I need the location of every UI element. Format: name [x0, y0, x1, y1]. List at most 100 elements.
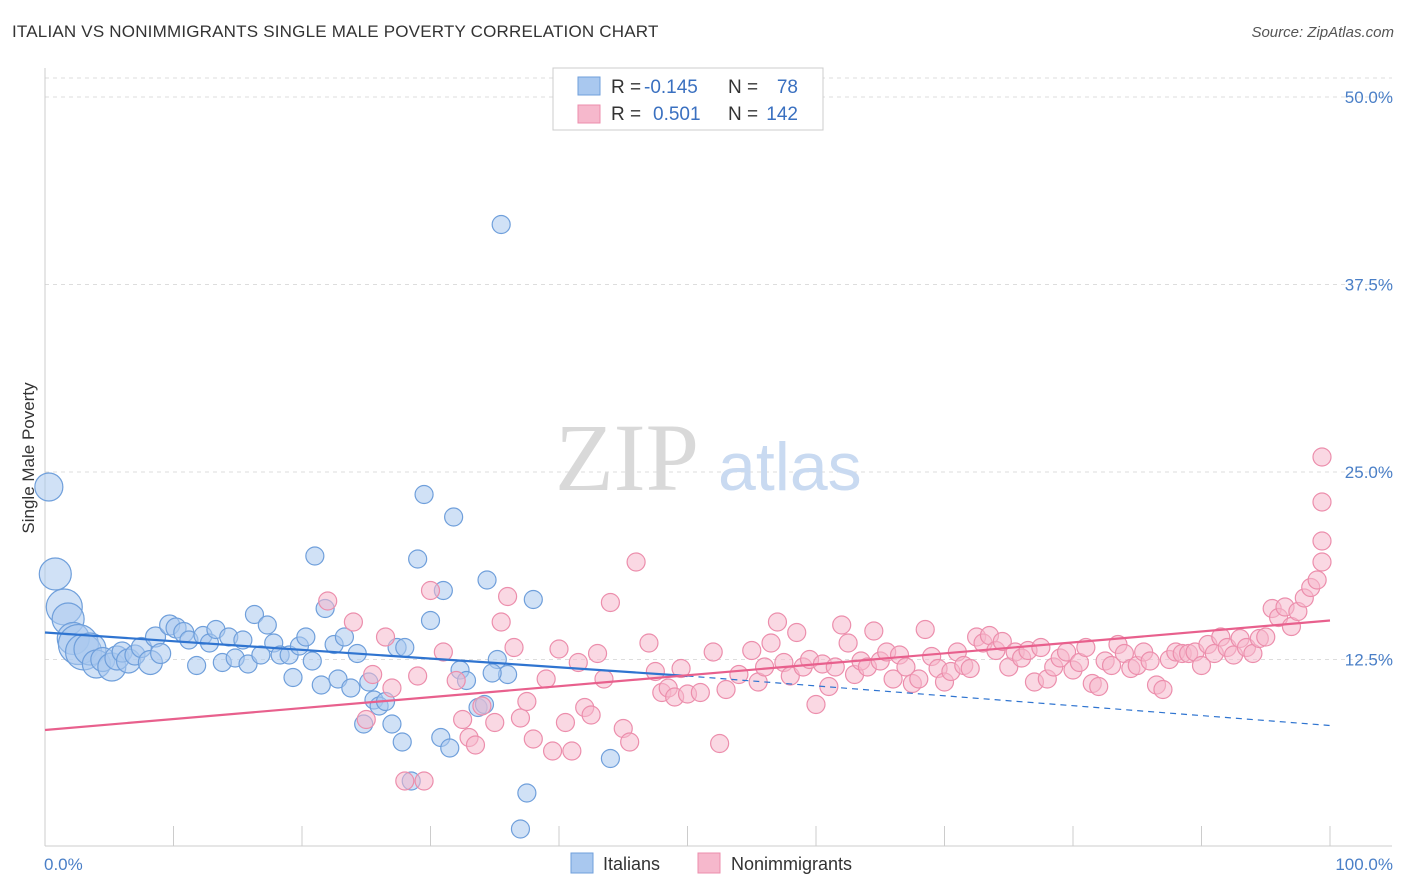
- point-nonimmigrants-1: [343, 612, 363, 632]
- point-italians-57: [392, 732, 412, 752]
- point-nonimmigrants-59: [806, 694, 826, 715]
- point-nonimmigrants-5: [382, 678, 402, 698]
- legend-n-value: 142: [766, 104, 798, 125]
- watermark-atlas: atlas: [718, 429, 862, 505]
- point-nonimmigrants-64: [838, 633, 858, 653]
- point-nonimmigrants-19: [504, 637, 524, 658]
- point-nonimmigrants-137: [1307, 570, 1327, 590]
- point-nonimmigrants-73: [896, 657, 916, 677]
- point-nonimmigrants-83: [960, 658, 980, 679]
- bottom-legend-swatch-italians: [570, 852, 594, 874]
- point-italians-70: [491, 214, 511, 235]
- legend-r-value: 0.501: [653, 104, 701, 125]
- point-nonimmigrants-31: [587, 643, 608, 664]
- point-italians-72: [477, 570, 497, 590]
- point-nonimmigrants-119: [1191, 655, 1212, 676]
- point-nonimmigrants-9: [420, 580, 441, 601]
- point-nonimmigrants-113: [1153, 679, 1173, 700]
- point-italians-40: [296, 627, 316, 647]
- point-nonimmigrants-25: [549, 639, 569, 659]
- point-italians-55: [382, 714, 402, 734]
- point-italians-47: [334, 627, 355, 647]
- point-nonimmigrants-37: [639, 633, 659, 653]
- legend-n-label: N =: [728, 104, 758, 125]
- point-italians-41: [302, 651, 322, 671]
- point-nonimmigrants-15: [472, 696, 492, 716]
- point-nonimmigrants-6: [395, 771, 415, 791]
- point-nonimmigrants-30: [581, 705, 601, 725]
- point-nonimmigrants-44: [690, 682, 710, 703]
- point-italians-60: [414, 484, 434, 505]
- tick-labels: 12.5% 25.0% 37.5% 50.0% 0.0% 100.0%: [44, 88, 1393, 874]
- point-nonimmigrants-42: [671, 658, 691, 679]
- point-italians-77: [395, 637, 415, 658]
- point-nonimmigrants-12: [453, 709, 473, 730]
- point-nonimmigrants-10: [433, 642, 453, 662]
- x-tick-label-0: 0.0%: [44, 855, 83, 874]
- bottom-legend-nonimmigrants: Nonimmigrants: [731, 854, 852, 874]
- x-tick-label-1: 100.0%: [1335, 855, 1393, 874]
- point-nonimmigrants-28: [568, 652, 588, 673]
- point-nonimmigrants-18: [498, 586, 518, 607]
- y-tick-label-0: 12.5%: [1345, 651, 1393, 670]
- point-nonimmigrants-49: [742, 640, 762, 661]
- point-nonimmigrants-33: [600, 592, 621, 613]
- chart-source: Source: ZipAtlas.com: [1251, 24, 1394, 41]
- point-nonimmigrants-138: [1312, 552, 1332, 572]
- trend-lines: [44, 619, 1331, 732]
- series-italians-points: [34, 214, 621, 839]
- legend-r-label: R =: [611, 77, 641, 98]
- point-nonimmigrants-7: [408, 666, 428, 686]
- point-nonimmigrants-51: [754, 657, 775, 677]
- legend-n-value: 78: [777, 77, 798, 98]
- legend-r-label: R =: [611, 104, 641, 125]
- point-nonimmigrants-88: [992, 631, 1012, 652]
- point-nonimmigrants-23: [536, 669, 556, 689]
- point-nonimmigrants-4: [375, 627, 396, 647]
- point-nonimmigrants-21: [517, 691, 537, 712]
- point-nonimmigrants-105: [1101, 655, 1122, 676]
- watermark: ZIP atlas: [555, 404, 862, 511]
- point-nonimmigrants-139: [1312, 531, 1332, 551]
- point-nonimmigrants-8: [414, 771, 434, 791]
- grid-lines: [45, 77, 1392, 660]
- point-nonimmigrants-2: [356, 709, 376, 730]
- point-nonimmigrants-46: [710, 733, 730, 754]
- point-nonimmigrants-56: [787, 622, 807, 643]
- point-italians-74: [517, 783, 537, 803]
- point-italians-79: [482, 663, 502, 683]
- point-italians-1: [38, 557, 72, 591]
- point-nonimmigrants-0: [318, 591, 338, 611]
- trend-line-nonimmigrants: [44, 619, 1331, 732]
- bottom-legend-italians: Italians: [603, 854, 660, 874]
- point-nonimmigrants-16: [485, 712, 505, 733]
- point-italians-76: [600, 748, 621, 769]
- chart-title: ITALIAN VS NONIMMIGRANTS SINGLE MALE POV…: [12, 22, 659, 41]
- point-nonimmigrants-22: [523, 729, 543, 749]
- y-tick-label-1: 25.0%: [1345, 463, 1393, 482]
- point-nonimmigrants-68: [864, 621, 884, 641]
- point-italians-73: [523, 589, 543, 610]
- axes: [44, 68, 1392, 847]
- point-nonimmigrants-27: [562, 741, 582, 761]
- point-nonimmigrants-103: [1089, 676, 1109, 697]
- point-nonimmigrants-75: [909, 669, 929, 689]
- point-nonimmigrants-35: [620, 732, 640, 752]
- point-nonimmigrants-38: [645, 661, 665, 682]
- point-nonimmigrants-45: [703, 642, 723, 662]
- point-italians-33: [251, 645, 271, 665]
- point-nonimmigrants-71: [883, 669, 903, 689]
- point-nonimmigrants-94: [1031, 637, 1051, 658]
- point-nonimmigrants-52: [761, 633, 781, 653]
- point-italians-34: [257, 615, 277, 635]
- point-italians-61: [420, 610, 441, 631]
- point-italians-23: [187, 655, 207, 676]
- point-nonimmigrants-11: [446, 670, 466, 691]
- point-italians-75: [510, 819, 531, 839]
- point-italians-43: [311, 675, 331, 695]
- point-nonimmigrants-62: [825, 657, 845, 677]
- point-nonimmigrants-101: [1076, 637, 1096, 658]
- point-nonimmigrants-53: [767, 612, 788, 632]
- trend-line-italians-extension: [687, 675, 1331, 727]
